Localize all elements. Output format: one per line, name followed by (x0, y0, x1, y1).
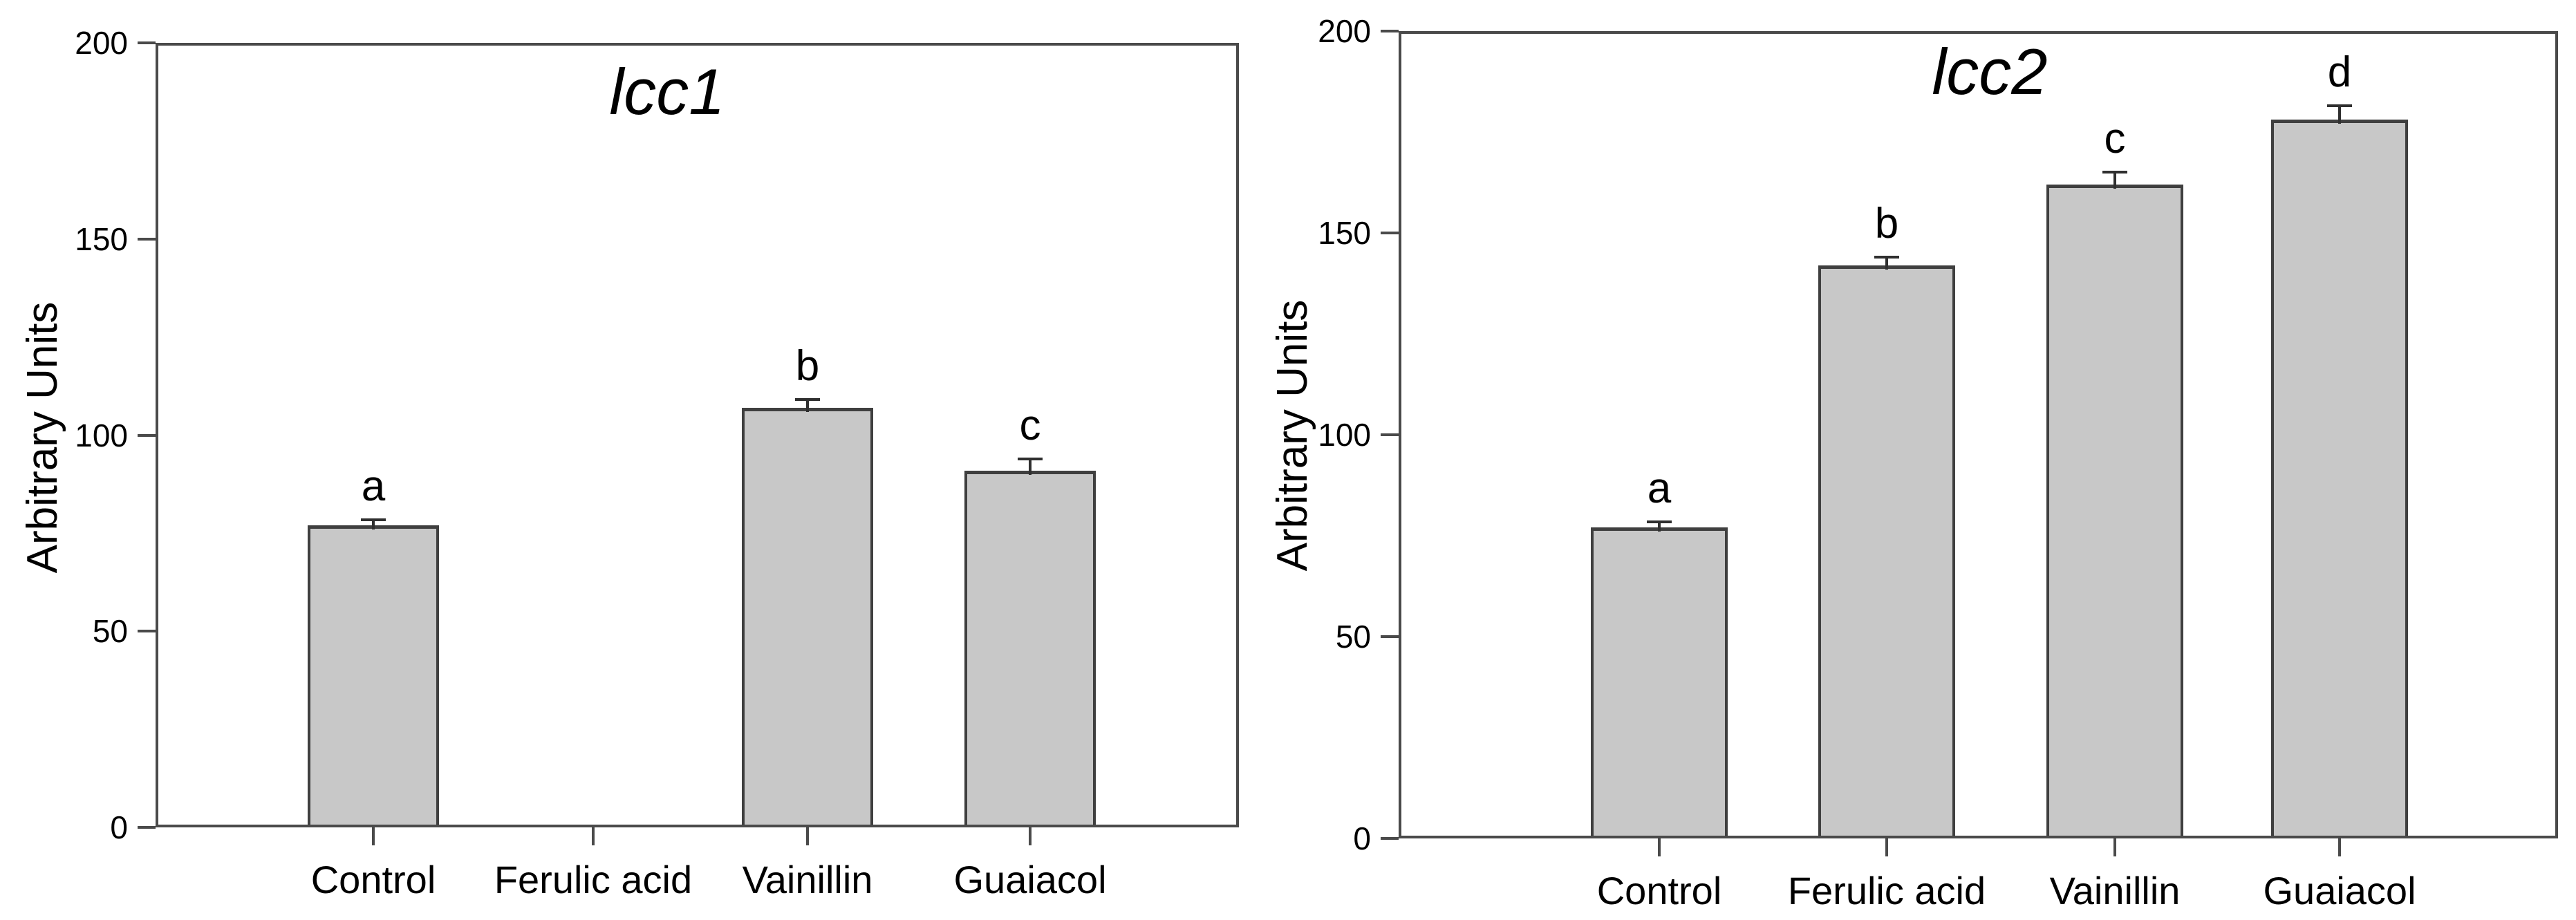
x-tick-mark (2338, 838, 2341, 856)
error-bar-guaiacol (1029, 458, 1032, 475)
error-bar-cap-control (361, 518, 386, 521)
bar-control (308, 525, 439, 827)
error-bar-control (1658, 521, 1661, 532)
error-bar-cap-guaiacol (2327, 104, 2352, 108)
x-tick-mark (806, 827, 809, 845)
x-tick-mark (1658, 838, 1661, 856)
bar-guaiacol (964, 470, 1096, 827)
error-bar-ferulic-acid (1885, 257, 1888, 270)
y-tick-mark (1381, 635, 1399, 638)
y-tick-label: 50 (1335, 619, 1371, 655)
y-tick-mark (138, 826, 156, 829)
x-tick-mark (2113, 838, 2116, 856)
bar-vainillin (2046, 184, 2183, 838)
y-tick-mark (138, 433, 156, 437)
y-tick-label: 200 (75, 25, 128, 61)
significance-letter-vainillin: b (795, 342, 820, 391)
x-category-label-control: Control (1596, 869, 1722, 912)
chart-title-lcc1: lcc1 (609, 55, 725, 128)
significance-letter-ferulic-acid: b (1874, 200, 1899, 248)
x-category-label-ferulic-acid: Ferulic acid (1787, 869, 1986, 912)
y-tick-label: 200 (1318, 13, 1371, 49)
error-bar-vainillin (2113, 172, 2116, 189)
y-tick-label: 100 (75, 417, 128, 453)
y-tick-label: 0 (110, 809, 128, 845)
bar-guaiacol (2271, 120, 2408, 838)
bar-control (1591, 527, 1728, 838)
y-tick-label: 150 (75, 220, 128, 257)
y-tick-mark (138, 237, 156, 241)
error-bar-cap-vainillin (2102, 171, 2127, 174)
x-tick-mark (1885, 838, 1888, 856)
significance-letter-control: a (1647, 464, 1672, 512)
error-bar-cap-control (1647, 520, 1672, 523)
y-tick-label: 50 (92, 613, 128, 650)
x-category-label-vainillin: Vainillin (742, 858, 873, 901)
y-tick-label: 150 (1318, 215, 1371, 251)
bar-vainillin (742, 407, 873, 827)
y-tick-mark (1381, 232, 1399, 234)
x-category-label-ferulic-acid: Ferulic acid (494, 858, 693, 901)
y-tick-label: 0 (1353, 820, 1371, 856)
x-tick-mark (592, 827, 595, 845)
error-bar-vainillin (806, 400, 809, 412)
x-category-label-guaiacol: Guaiacol (953, 858, 1107, 901)
y-tick-mark (1381, 837, 1399, 840)
significance-letter-control: a (361, 462, 386, 510)
significance-letter-vainillin: c (2104, 115, 2126, 163)
significance-letter-guaiacol: c (1019, 401, 1041, 449)
x-category-label-vainillin: Vainillin (2049, 869, 2181, 912)
y-tick-mark (1381, 30, 1399, 32)
error-bar-control (372, 519, 375, 529)
bar-ferulic-acid (1818, 265, 1955, 838)
y-tick-mark (138, 41, 156, 44)
error-bar-cap-ferulic-acid (1874, 256, 1899, 259)
x-category-label-guaiacol: Guaiacol (2263, 869, 2416, 912)
significance-letter-guaiacol: d (2327, 48, 2352, 97)
error-bar-guaiacol (2338, 106, 2341, 124)
x-tick-mark (372, 827, 375, 845)
error-bar-cap-vainillin (795, 398, 820, 402)
x-tick-mark (1029, 827, 1032, 845)
chart-title-lcc2: lcc2 (1932, 35, 2048, 108)
y-tick-mark (138, 630, 156, 633)
y-tick-label: 100 (1318, 417, 1371, 453)
x-category-label-control: Control (310, 858, 436, 901)
y-tick-mark (1381, 433, 1399, 436)
error-bar-cap-guaiacol (1018, 457, 1043, 460)
